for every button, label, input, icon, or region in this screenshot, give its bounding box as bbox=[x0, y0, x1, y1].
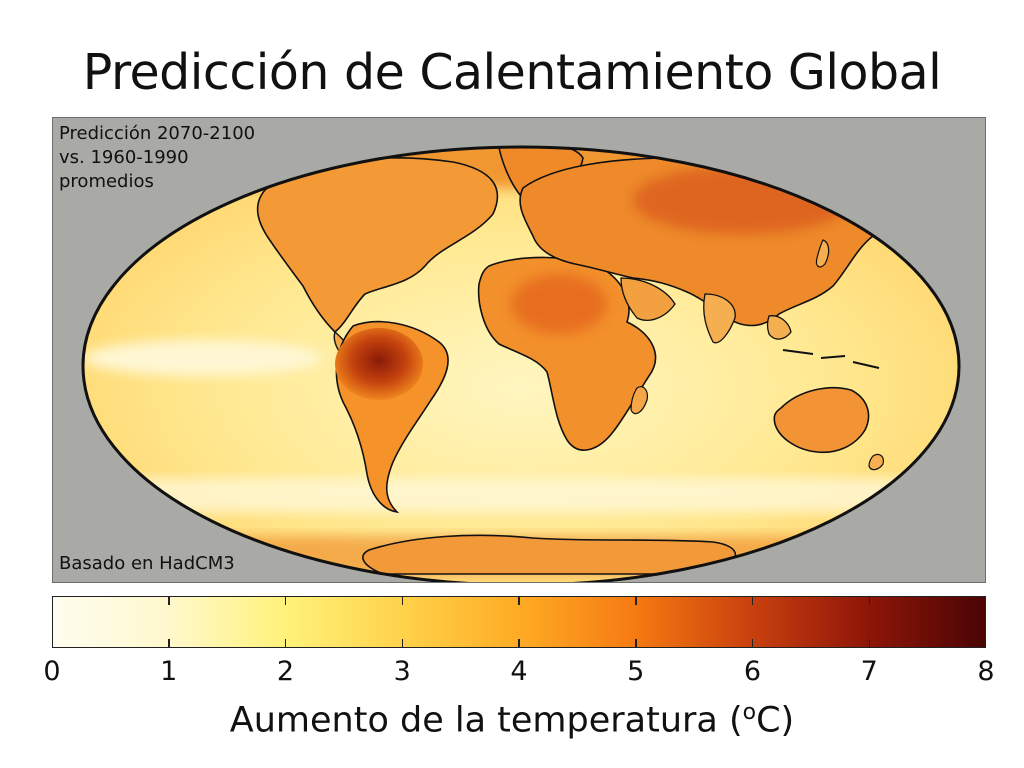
colorbar-tick-mark bbox=[868, 596, 870, 605]
map-title: Predicción de Calentamiento Global bbox=[82, 44, 942, 101]
colorbar-label-suffix: C) bbox=[756, 700, 795, 741]
india bbox=[703, 293, 736, 344]
australia bbox=[773, 386, 870, 454]
colorbar-tick-label: 4 bbox=[510, 656, 528, 687]
pacific-pale-band bbox=[83, 340, 323, 376]
colorbar-tick-label: 2 bbox=[276, 656, 295, 687]
colorbar-tick-label: 1 bbox=[160, 656, 178, 687]
north-america bbox=[256, 157, 499, 334]
colorbar-tick-mark bbox=[635, 596, 637, 605]
colorbar-tick-mark bbox=[401, 596, 403, 605]
colorbar-tick-mark bbox=[751, 596, 754, 605]
colorbar-tick-mark bbox=[168, 639, 170, 648]
antarctica bbox=[362, 534, 737, 575]
colorbar-tick-mark bbox=[518, 639, 520, 648]
colorbar-tick-label: 0 bbox=[43, 656, 61, 687]
amazon-hotspot bbox=[335, 328, 423, 400]
southern-ocean-band bbox=[83, 478, 959, 512]
colorbar-tick-mark bbox=[401, 639, 403, 648]
colorbar-tick-mark bbox=[751, 639, 754, 648]
colorbar-tick-label: 7 bbox=[860, 656, 878, 687]
new-zealand bbox=[868, 453, 884, 471]
period-annotation: Predicción 2070-2100 vs. 1960-1990 prome… bbox=[59, 122, 255, 194]
annotation-line-1: Predicción 2070-2100 bbox=[59, 123, 256, 144]
world-map bbox=[81, 145, 961, 582]
indonesia bbox=[782, 349, 880, 369]
africa-hotspot bbox=[511, 274, 607, 334]
colorbar-label: Aumento de la temperatura (oC) bbox=[0, 700, 1024, 741]
colorbar-tick-mark bbox=[518, 596, 520, 605]
globe-outline bbox=[81, 145, 961, 582]
colorbar-tick-label: 6 bbox=[743, 656, 762, 687]
map-panel: Predicción 2070-2100 vs. 1960-1990 prome… bbox=[52, 117, 986, 583]
colorbar-tick-label: 3 bbox=[393, 656, 411, 687]
southeast-asia bbox=[766, 315, 792, 340]
colorbar-tick-mark bbox=[868, 639, 870, 648]
annotation-line-3: promedios bbox=[59, 171, 154, 192]
colorbar-tick-mark bbox=[635, 639, 637, 648]
japan bbox=[815, 239, 830, 268]
colorbar-tick-mark bbox=[168, 596, 170, 605]
colorbar-label-prefix: Aumento de la temperatura ( bbox=[229, 700, 743, 741]
colorbar-label-degree: o bbox=[742, 700, 757, 725]
colorbar-tick-mark bbox=[284, 596, 287, 605]
madagascar bbox=[630, 386, 648, 415]
annotation-line-2: vs. 1960-1990 bbox=[59, 147, 189, 168]
colorbar-tick-label: 5 bbox=[627, 656, 645, 687]
arabia bbox=[620, 277, 676, 321]
source-note: Basado en HadCM3 bbox=[59, 553, 235, 574]
colorbar-tick-label: 8 bbox=[977, 656, 995, 687]
colorbar-tick-mark bbox=[284, 639, 287, 648]
